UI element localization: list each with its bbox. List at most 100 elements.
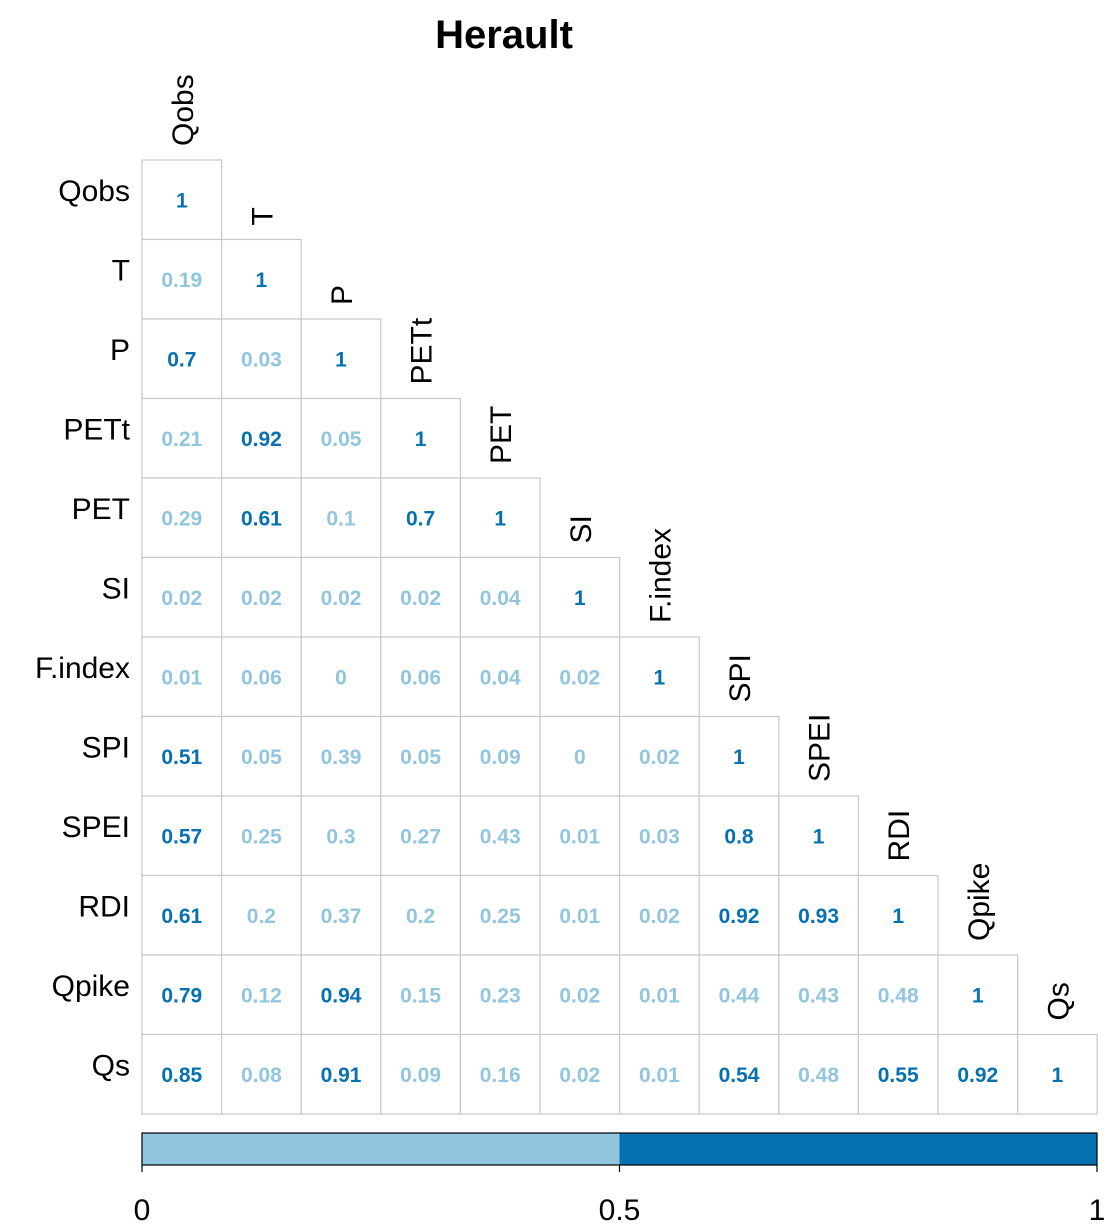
cell-value: 0.2 [247, 905, 276, 928]
cell-pet-pett [380, 477, 461, 559]
cell-qs-qpike [937, 1033, 1019, 1115]
cell-qpike-t [221, 954, 302, 1036]
cell-value: 0.93 [798, 905, 839, 928]
color-bar-tick-label: 0.5 [599, 1194, 641, 1225]
cell-value: 0.05 [400, 746, 441, 769]
cell-si-t [221, 556, 302, 638]
cell-qpike-pet [459, 954, 541, 1036]
row-label-qobs: Qobs [58, 175, 130, 208]
cell-value: 0.61 [241, 507, 282, 530]
cell-value: 0.51 [161, 746, 202, 769]
cell-spi-qobs [141, 715, 223, 797]
cell-rdi-f-index [618, 874, 700, 956]
cell-value: 0.1 [326, 507, 356, 530]
cell-qs-spi [698, 1033, 780, 1115]
cell-qs-pett [380, 1033, 461, 1115]
cell-value: 0.02 [400, 587, 441, 610]
row-label-qpike: Qpike [52, 970, 130, 1003]
cell-pet-qobs [141, 477, 223, 559]
cell-value: 0.15 [400, 984, 441, 1007]
row-labels: Qobs T P PETt PET SI F.index SPI SPEI RDI Qpike Qs [35, 175, 131, 1083]
cell-qobs-qobs [141, 159, 223, 241]
cell-pett-qobs [141, 397, 223, 479]
cell-value: 0 [574, 746, 586, 769]
cell-value: 1 [892, 905, 904, 928]
row-label-spi: SPI [82, 731, 130, 764]
cell-f-index-t [221, 636, 302, 718]
cell-value: 0.01 [639, 1064, 680, 1087]
cell-spi-spi [698, 715, 780, 797]
cell-value: 0.06 [400, 666, 441, 689]
cell-spei-t [221, 795, 302, 877]
cell-value: 1 [1052, 1064, 1064, 1087]
column-label-qpike: Qpike [963, 863, 996, 941]
cell-pett-t [221, 397, 302, 479]
cell-value: 0.7 [406, 507, 435, 530]
cell-value: 0.21 [161, 428, 202, 451]
cell-spei-pet [459, 795, 541, 877]
color-bar-tick-label: 0 [134, 1194, 151, 1225]
cell-value: 1 [176, 189, 188, 212]
cell-value: 0.48 [878, 984, 919, 1007]
cell-spei-si [539, 795, 621, 877]
cell-si-p [300, 556, 382, 638]
column-label-f-index: F.index [644, 528, 677, 623]
cell-si-qobs [141, 556, 223, 638]
cell-value: 0.8 [724, 825, 754, 848]
row-label-pet: PET [72, 493, 130, 526]
cell-value: 0.09 [480, 746, 521, 769]
cell-rdi-t [221, 874, 302, 956]
cell-qs-si [539, 1033, 621, 1115]
cell-value: 0.19 [161, 269, 202, 292]
cell-f-index-f-index [618, 636, 700, 718]
cell-rdi-pett [380, 874, 461, 956]
cell-value: 0.54 [719, 1064, 760, 1087]
cell-spei-f-index [618, 795, 700, 877]
cell-value: 1 [574, 587, 586, 610]
column-label-spei: SPEI [804, 714, 837, 782]
column-label-t: T [246, 207, 279, 225]
row-label-p: P [110, 334, 130, 367]
cell-qs-p [300, 1033, 382, 1115]
cell-pet-pet [459, 477, 541, 559]
cell-spei-pett [380, 795, 461, 877]
cell-value: 0.01 [559, 905, 600, 928]
cell-value: 0.03 [241, 348, 282, 371]
cell-value: 0.92 [241, 428, 282, 451]
cell-value: 0.25 [241, 825, 282, 848]
cell-value: 0.61 [161, 905, 202, 928]
cell-value: 0.03 [639, 825, 680, 848]
cell-value: 1 [494, 507, 506, 530]
cell-f-index-p [300, 636, 382, 718]
cell-value: 0.05 [321, 428, 362, 451]
column-label-qs: Qs [1042, 982, 1075, 1020]
cell-value: 0.12 [241, 984, 282, 1007]
cell-t-t [221, 238, 302, 320]
cell-value: 1 [972, 984, 984, 1007]
cell-value: 0.44 [719, 984, 760, 1007]
cell-spei-spi [698, 795, 780, 877]
cell-value: 0.79 [161, 984, 202, 1007]
cell-value: 0.16 [480, 1064, 521, 1087]
cell-qpike-rdi [857, 954, 939, 1036]
cell-qs-pet [459, 1033, 541, 1115]
cell-value: 1 [256, 269, 268, 292]
cell-qpike-p [300, 954, 382, 1036]
cell-value: 0.02 [639, 905, 680, 928]
column-label-rdi: RDI [883, 810, 916, 862]
cell-value: 0.09 [400, 1064, 441, 1087]
cell-value: 0.92 [719, 905, 760, 928]
cell-value: 1 [335, 348, 347, 371]
row-label-rdi: RDI [78, 890, 130, 923]
row-label-t: T [112, 254, 130, 287]
row-label-spei: SPEI [62, 811, 130, 844]
column-label-p: P [326, 285, 359, 305]
cell-qpike-qobs [141, 954, 223, 1036]
cell-value: 0.7 [167, 348, 196, 371]
cell-value: 0.37 [321, 905, 362, 928]
cell-value: 1 [813, 825, 825, 848]
cell-spei-spei [778, 795, 859, 877]
cell-rdi-rdi [857, 874, 939, 956]
column-label-pet: PET [485, 406, 518, 464]
